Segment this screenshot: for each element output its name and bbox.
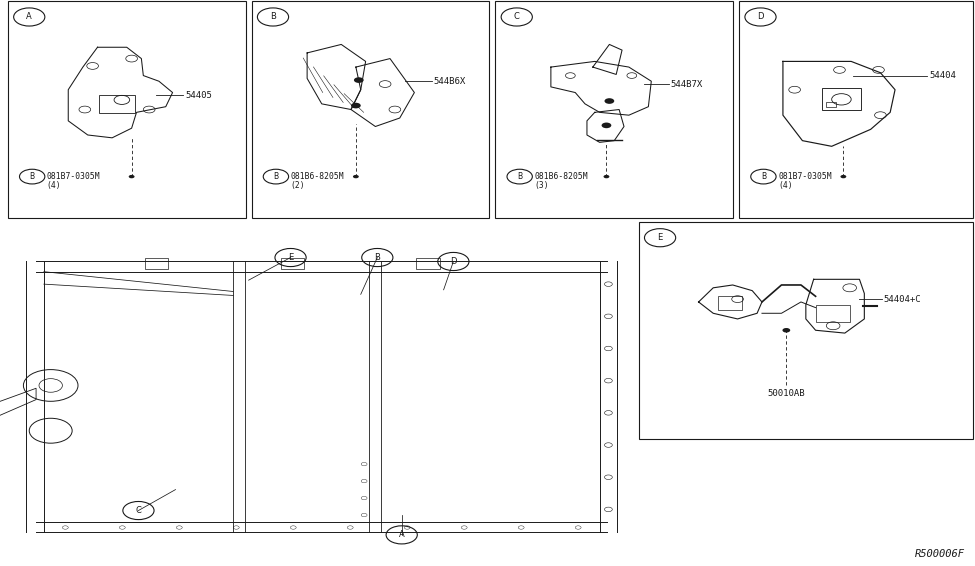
Bar bbox=[826, 102, 836, 108]
Bar bbox=[822, 88, 861, 110]
Circle shape bbox=[604, 175, 609, 178]
Text: B: B bbox=[270, 12, 276, 22]
Text: C: C bbox=[514, 12, 520, 22]
Text: E: E bbox=[288, 253, 293, 262]
Circle shape bbox=[129, 175, 135, 178]
Bar bbox=[495, 1, 733, 218]
Text: B: B bbox=[29, 172, 35, 181]
Text: A: A bbox=[26, 12, 32, 22]
Circle shape bbox=[353, 175, 359, 178]
Text: 081B6-8205M: 081B6-8205M bbox=[291, 172, 344, 181]
Circle shape bbox=[782, 328, 790, 333]
Text: E: E bbox=[657, 233, 663, 242]
Text: 50010AB: 50010AB bbox=[767, 389, 805, 398]
Circle shape bbox=[351, 103, 361, 109]
Text: 544B7X: 544B7X bbox=[671, 80, 703, 88]
Bar bbox=[281, 258, 304, 269]
Text: 54404+C: 54404+C bbox=[883, 295, 921, 303]
Bar bbox=[8, 1, 246, 218]
Text: A: A bbox=[399, 530, 405, 539]
Text: 081B7-0305M: 081B7-0305M bbox=[778, 172, 832, 181]
Bar bbox=[144, 258, 168, 269]
Bar bbox=[739, 1, 973, 218]
Text: (2): (2) bbox=[291, 181, 305, 190]
Text: 081B6-8205M: 081B6-8205M bbox=[534, 172, 588, 181]
Text: (3): (3) bbox=[534, 181, 549, 190]
Circle shape bbox=[604, 98, 614, 104]
Bar bbox=[416, 258, 440, 269]
Text: 544B6X: 544B6X bbox=[434, 77, 466, 85]
Text: D: D bbox=[758, 12, 763, 22]
Text: D: D bbox=[450, 257, 456, 266]
Text: B: B bbox=[273, 172, 279, 181]
Bar bbox=[252, 1, 489, 218]
Text: R500006F: R500006F bbox=[916, 549, 965, 559]
Text: B: B bbox=[517, 172, 523, 181]
Bar bbox=[718, 297, 743, 310]
Circle shape bbox=[354, 78, 364, 83]
Circle shape bbox=[602, 123, 611, 128]
Bar bbox=[639, 222, 973, 439]
Text: C: C bbox=[136, 506, 141, 515]
Bar bbox=[815, 305, 849, 321]
Bar bbox=[99, 95, 135, 113]
Text: (4): (4) bbox=[47, 181, 61, 190]
Text: 54405: 54405 bbox=[185, 91, 213, 100]
Text: B: B bbox=[374, 253, 380, 262]
Text: (4): (4) bbox=[778, 181, 793, 190]
Text: B: B bbox=[760, 172, 766, 181]
Circle shape bbox=[840, 175, 846, 178]
Text: 54404: 54404 bbox=[929, 71, 956, 80]
Text: 081B7-0305M: 081B7-0305M bbox=[47, 172, 100, 181]
